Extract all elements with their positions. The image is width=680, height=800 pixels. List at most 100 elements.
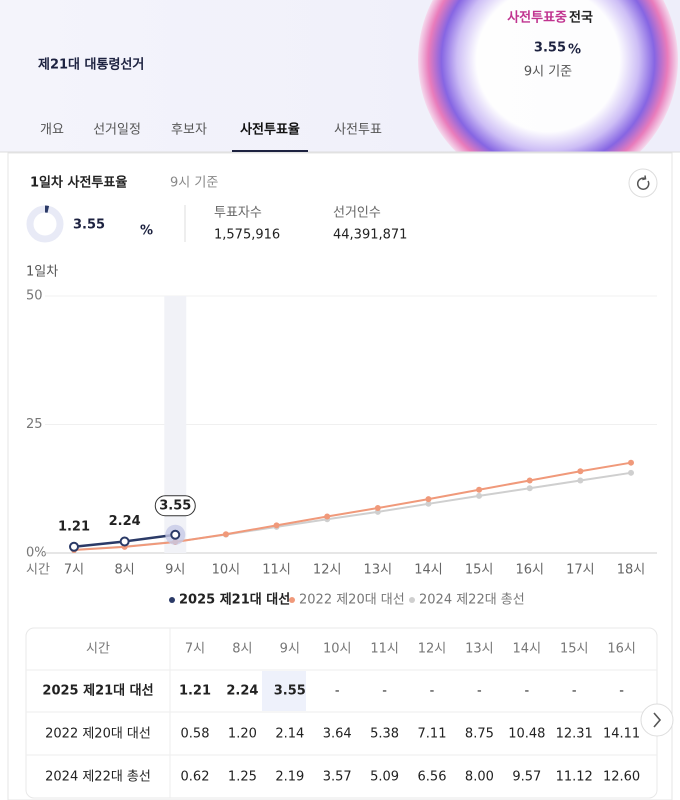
x-tick-label: 8시 [115,563,135,578]
table-header: 10시 [323,642,352,657]
table-header: 12시 [418,642,447,657]
x-tick-label: 16시 [515,563,544,578]
x-tick-label: 13시 [364,563,393,578]
x-tick-label: 12시 [313,563,342,578]
table-header: 시간 [86,642,110,657]
table-cell: 0.58 [181,727,210,742]
table-cell: 7.11 [418,727,447,742]
rate-arc [26,205,64,243]
legend-marker [169,597,175,603]
table-cell: - [524,684,529,699]
legend-label: 2025 제21대 대선 [179,592,290,608]
table-cell: 2025 제21대 대선 [42,683,153,699]
x-tick-label: 18시 [617,563,646,578]
table-cell: 1.25 [228,770,257,785]
summary-title: 1일차 사전투표율 [30,175,127,191]
legend-marker [289,597,295,603]
voters-label: 투표자수 [214,206,262,221]
y-tick-label: 50 [26,289,43,304]
table-cell: 2.19 [275,770,304,785]
tab[interactable]: 후보자 [171,123,207,138]
x-tick-label: 10시 [212,563,241,578]
region: 전국 [569,10,593,26]
tab[interactable]: 선거일정 [93,123,141,138]
page-title: 제21대 대통령선거 [38,57,144,73]
legend-label: 2024 제22대 총선 [419,593,525,608]
point [577,477,584,484]
x-tick-label: 11시 [262,563,291,578]
electorate: 44,391,871 [333,228,407,243]
point [526,477,533,484]
table-cell: - [477,684,482,699]
point [69,541,79,552]
table-cell: - [572,684,577,699]
table-cell: 3.64 [323,727,352,742]
table-cell: 10.48 [508,727,545,742]
table-cell: - [430,684,435,699]
table-cell: 11.12 [556,770,593,785]
electorate-label: 선거인수 [333,206,381,221]
table-cell: 2.24 [226,684,258,699]
table-cell: 5.09 [370,770,399,785]
table-cell: 12.60 [603,770,640,785]
summary-unit: % [140,224,153,239]
summary-basis: 9시 기준 [170,176,218,191]
table-cell: 8.75 [465,727,494,742]
table-cell: 2022 제20대 대선 [45,727,151,742]
table-cell: 2024 제22대 총선 [45,770,151,785]
scroll-right-button[interactable] [640,703,674,737]
chevron [653,712,662,728]
table-cell: 3.57 [323,770,352,785]
point [170,529,181,540]
table-cell: 9.57 [512,770,541,785]
x-axis-label: 시간 [26,563,50,578]
point [476,486,483,493]
label-bubble [154,495,196,517]
point [324,513,331,520]
refresh-button[interactable] [628,168,658,198]
x-tick-label: 9시 [165,563,185,578]
current-cell [262,671,306,711]
table-cell: 1.21 [179,684,211,699]
hover-column [164,296,187,553]
header-rate: 3.55 [534,41,566,56]
table-cell: 12.31 [556,727,593,742]
refresh-icon [637,175,650,190]
table-cell: 1.20 [228,727,257,742]
tab[interactable]: 사전투표율 [240,122,300,138]
tab[interactable]: 사전투표 [334,123,382,138]
point [577,468,584,475]
point [425,500,432,507]
point [222,531,229,538]
summary-rate: 3.55 [73,218,105,233]
status: 사전투표중 [507,10,567,26]
data-label: 1.21 [58,519,90,534]
point [425,496,432,503]
point [273,522,280,529]
point [628,459,634,466]
table-cell: 5.38 [370,727,399,742]
table-header: 13시 [465,642,494,657]
table-cell: 3.55 [274,684,306,699]
header-unit: % [568,43,581,58]
table-header: 7시 [185,642,205,657]
tab[interactable]: 개요 [40,123,64,138]
point [374,505,381,512]
table-header: 8시 [232,642,252,657]
x-tick-label: 14시 [414,563,443,578]
x-tick-label: 15시 [465,563,494,578]
table-cell: 0.62 [181,770,210,785]
table-cell: 8.00 [465,770,494,785]
table-cell: 14.11 [603,727,640,742]
y-tick-label: 0% [26,546,47,561]
table-cell: 6.56 [418,770,447,785]
data-label: 2.24 [109,514,141,529]
table-header: 15시 [560,642,589,657]
point [476,492,483,499]
x-tick-label: 7시 [64,563,84,578]
table-cell: - [335,684,340,699]
legend-marker [409,597,415,603]
table-header: 16시 [607,642,636,657]
voters: 1,575,916 [214,228,280,243]
